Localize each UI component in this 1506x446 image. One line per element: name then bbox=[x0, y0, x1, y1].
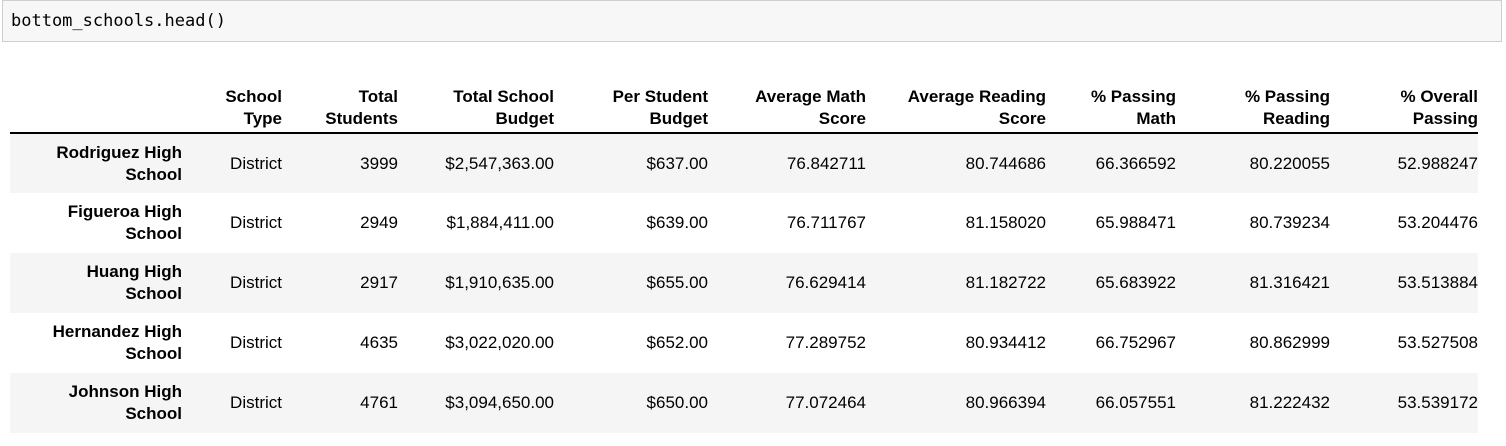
row-index-label: Figueroa High School bbox=[67, 202, 182, 243]
table-row: Rodriguez High School District 3999 $2,5… bbox=[10, 133, 1478, 193]
cell-school-type: District bbox=[230, 153, 282, 173]
cell-passing-reading: 80.739234 bbox=[1249, 213, 1330, 232]
code-input-cell[interactable]: bottom_schools.head() bbox=[2, 0, 1502, 42]
column-header-index bbox=[10, 78, 182, 134]
cell-passing-reading: 81.316421 bbox=[1249, 273, 1330, 292]
column-header-passing-math: % Passing Math bbox=[1046, 78, 1176, 134]
column-header-label: School Type bbox=[225, 87, 282, 128]
cell-overall-passing: 53.513884 bbox=[1397, 273, 1478, 292]
cell-per-student-budget: $652.00 bbox=[646, 333, 708, 352]
cell-passing-math: 66.057551 bbox=[1095, 393, 1176, 412]
row-index-label: Rodriguez High School bbox=[56, 142, 182, 184]
cell-total-students: 4761 bbox=[360, 393, 398, 412]
cell-average-reading-score: 80.934412 bbox=[965, 333, 1046, 352]
column-header-average-math-score: Average Math Score bbox=[708, 78, 866, 134]
column-header-label: Per Student Budget bbox=[612, 87, 708, 128]
cell-total-school-budget: $2,547,363.00 bbox=[445, 153, 554, 173]
cell-school-type: District bbox=[230, 213, 282, 232]
row-index-label: Johnson High School bbox=[68, 382, 182, 423]
cell-passing-reading: 80.220055 bbox=[1249, 153, 1330, 173]
column-header-label: Total Students bbox=[325, 87, 398, 128]
table-row: Huang High School District 2917 $1,910,6… bbox=[10, 253, 1478, 313]
column-header-overall-passing: % Overall Passing bbox=[1330, 78, 1479, 134]
cell-overall-passing: 53.204476 bbox=[1397, 213, 1478, 232]
column-header-total-students: Total Students bbox=[282, 78, 398, 134]
cell-total-students: 4635 bbox=[360, 333, 398, 352]
cell-per-student-budget: $655.00 bbox=[646, 273, 708, 292]
column-header-school-type: School Type bbox=[182, 78, 282, 134]
cell-school-type: District bbox=[230, 333, 282, 352]
table-row: Figueroa High School District 2949 $1,88… bbox=[10, 193, 1478, 253]
cell-total-school-budget: $1,884,411.00 bbox=[446, 213, 554, 232]
cell-average-reading-score: 81.182722 bbox=[965, 273, 1046, 292]
cell-average-reading-score: 81.158020 bbox=[965, 213, 1046, 232]
row-index-label: Huang High School bbox=[86, 262, 182, 303]
cell-total-school-budget: $3,094,650.00 bbox=[445, 393, 554, 412]
cell-per-student-budget: $650.00 bbox=[646, 393, 708, 412]
cell-overall-passing: 53.527508 bbox=[1397, 333, 1478, 352]
column-header-label: % Overall Passing bbox=[1400, 87, 1479, 128]
table-row: Hernandez High School District 4635 $3,0… bbox=[10, 313, 1478, 373]
column-header-total-school-budget: Total School Budget bbox=[398, 78, 554, 134]
cell-school-type: District bbox=[230, 393, 282, 412]
cell-passing-math: 65.988471 bbox=[1095, 213, 1176, 232]
cell-passing-reading: 80.862999 bbox=[1249, 333, 1330, 352]
cell-average-math-score: 76.842711 bbox=[786, 153, 866, 173]
code-input-text: bottom_schools.head() bbox=[11, 11, 226, 31]
cell-average-math-score: 77.072464 bbox=[785, 393, 866, 412]
cell-school-type: District bbox=[230, 273, 282, 292]
row-index-label: Hernandez High School bbox=[52, 322, 182, 363]
cell-per-student-budget: $637.00 bbox=[646, 153, 708, 173]
column-header-passing-reading: % Passing Reading bbox=[1176, 78, 1330, 134]
cell-passing-math: 65.683922 bbox=[1095, 273, 1176, 292]
cell-total-school-budget: $1,910,635.00 bbox=[445, 273, 554, 292]
cell-total-students: 3999 bbox=[360, 153, 398, 173]
table-header-row: School Type Total Students Total School … bbox=[10, 78, 1479, 134]
cell-per-student-budget: $639.00 bbox=[646, 213, 708, 232]
cell-average-math-score: 76.711767 bbox=[786, 213, 866, 232]
cell-average-math-score: 77.289752 bbox=[785, 333, 866, 352]
column-header-label: % Passing Reading bbox=[1244, 87, 1330, 128]
column-header-label: Average Math Score bbox=[755, 87, 866, 128]
column-header-label: Average Reading Score bbox=[907, 87, 1046, 128]
cell-average-reading-score: 80.744686 bbox=[965, 153, 1046, 173]
cell-overall-passing: 53.539172 bbox=[1397, 393, 1478, 412]
cell-overall-passing: 52.988247 bbox=[1397, 153, 1478, 173]
column-header-per-student-budget: Per Student Budget bbox=[554, 78, 708, 134]
cell-total-students: 2917 bbox=[360, 273, 398, 292]
cell-passing-math: 66.752967 bbox=[1095, 333, 1176, 352]
table-row: Johnson High School District 4761 $3,094… bbox=[10, 373, 1478, 433]
column-header-label: % Passing Math bbox=[1090, 87, 1176, 128]
cell-average-reading-score: 80.966394 bbox=[965, 393, 1046, 412]
cell-total-school-budget: $3,022,020.00 bbox=[445, 333, 554, 352]
column-header-average-reading-score: Average Reading Score bbox=[866, 78, 1046, 134]
dataframe-table: School Type Total Students Total School … bbox=[10, 78, 1478, 433]
column-header-label: Total School Budget bbox=[453, 87, 554, 128]
cell-total-students: 2949 bbox=[360, 213, 398, 232]
cell-passing-reading: 81.222432 bbox=[1249, 393, 1330, 412]
cell-passing-math: 66.366592 bbox=[1095, 153, 1176, 173]
cell-average-math-score: 76.629414 bbox=[785, 273, 866, 292]
